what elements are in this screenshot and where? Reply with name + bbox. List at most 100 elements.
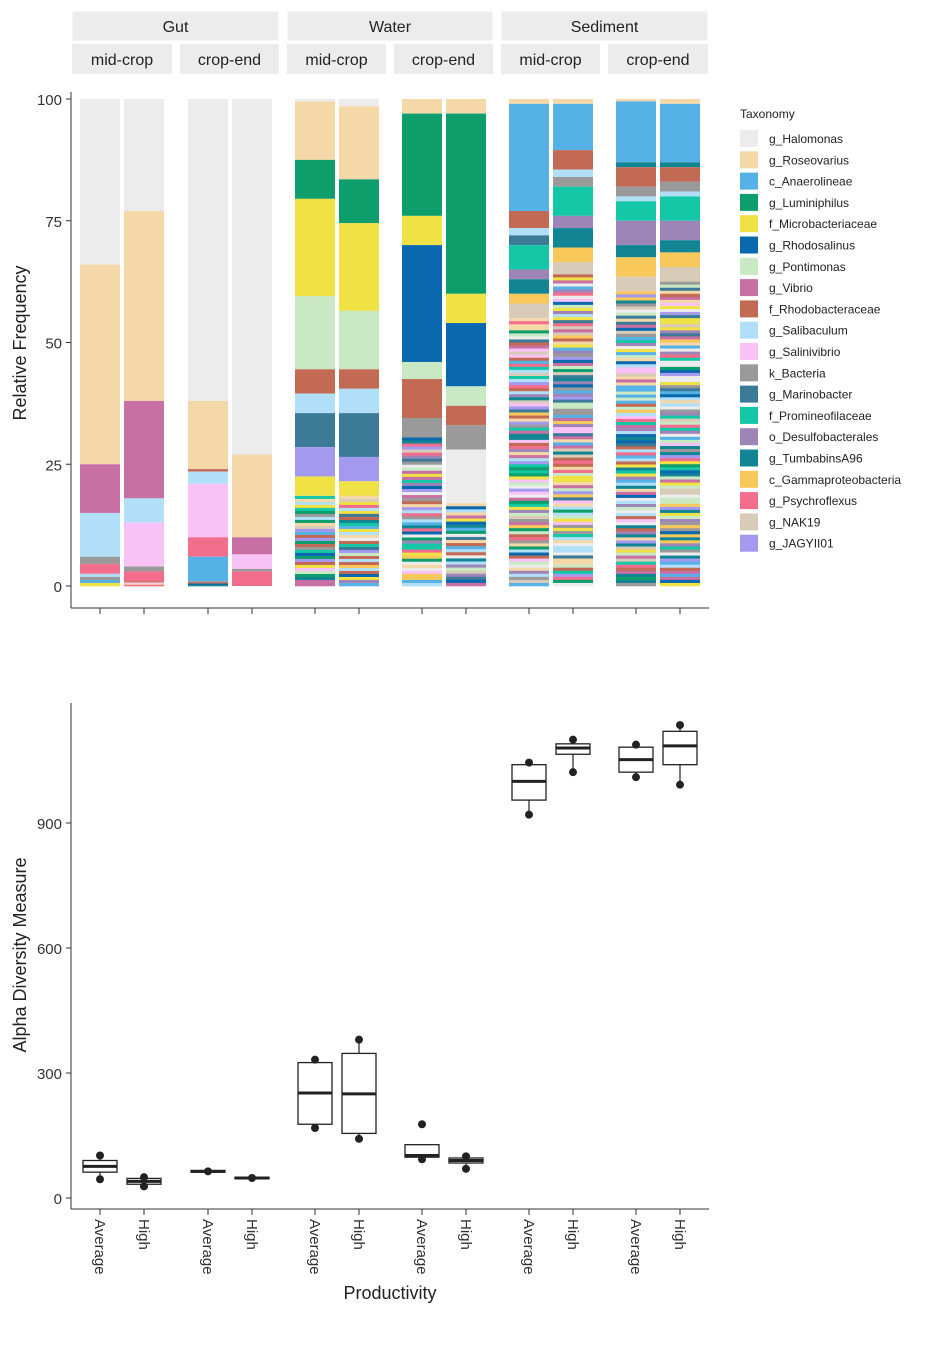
x-tick-label: Average [627,1219,644,1275]
legend-swatch [740,236,758,254]
bar-segment-other [660,573,700,578]
box-point [311,1055,319,1064]
bar-segment-other [616,415,656,420]
top-y-tick-label: 25 [45,457,62,474]
box-point [204,1167,212,1176]
bar-segment-g-salibaculum [124,498,164,523]
bar-segment-f-promineofilaceae [553,186,593,216]
facet-strip-period-label: crop-end [198,52,261,69]
bar-segment-other [295,567,335,572]
bar-segment-other [402,513,442,517]
bar-segment-other [616,500,656,505]
bar-segment-other [553,332,593,336]
bar-segment-other [553,433,593,437]
bar-segment-other [553,411,593,416]
stacked-bars [80,99,700,587]
bar-segment-other [509,503,549,508]
bar-segment-other [80,576,120,581]
bar-segment-other [616,446,656,450]
bar-segment-g-nak19 [616,276,656,292]
bar-segment-f-rhodobacteraceae [660,167,700,182]
bar-segment-g-luminiphilus [339,179,379,224]
bar-segment-other [553,463,593,468]
bar-segment-other [553,402,593,407]
bar-segment-other [553,506,593,510]
bar-segment-other [509,318,549,322]
bar-segment-other [509,537,549,541]
x-tick-labels: Average High Average High Average High Average… [91,1209,688,1275]
bar-segment-other [553,427,593,431]
bar-segment-other [616,394,656,398]
bar-segment-other [446,579,486,584]
bar-segment-g-roseovarius [616,99,656,102]
bar-segment-other [295,558,335,563]
legend-swatch [740,428,758,446]
bar-segment-other [553,317,593,321]
bar-segment-other [509,363,549,368]
bar-segment-other [553,387,593,391]
legend-entry: g_Pontimonas [769,260,846,274]
bar-segment-other [509,382,549,386]
bar-segment-other [660,546,700,550]
bar-segment-other [553,323,593,327]
bottom-y-tick-label: 600 [37,941,62,958]
bar-segment-other [660,436,700,441]
bar-segment-other [660,433,700,438]
bar-segment-other [660,494,700,499]
bar-segment-other [660,519,700,523]
bar-segment-other [509,449,549,453]
bar-segment-other [402,455,442,459]
legend-swatch [740,449,758,467]
bar-segment-c-gammaproteobacteria [509,293,549,304]
bar-segment-other [402,528,442,532]
bar-segment-g-salibaculum [553,169,593,177]
bar-segment-other [402,449,442,453]
bar-segment-other [553,277,593,281]
box-plots [82,721,698,1191]
bar-segment-g-salinivibrio [232,554,272,569]
bar-segment-g-pontimonas [402,361,442,380]
facet-strip-period [394,44,493,74]
bar-segment-other [509,470,549,474]
bar-segment-other [553,417,593,422]
bar-segment-other [660,321,700,325]
bar-segment-g-halomonas [124,99,164,212]
bar-segment-other [660,445,700,450]
bar-segment-other [402,519,442,523]
bar-segment-other [553,320,593,324]
bar-segment-other [446,533,486,538]
bar-segment-other [616,355,656,359]
legend: Taxonomy g_Halomonas g_Roseovarius c_Anaer… [740,107,901,552]
bar-segment-other [509,479,549,483]
bar-segment-other [616,297,656,301]
bar-segment-other [339,543,379,548]
bar-segment-other [553,405,593,410]
bar-segment-other [616,300,656,304]
bar-segment-other [616,573,656,578]
bar-segment-other [660,357,700,362]
legend-swatch [740,257,758,275]
bar-segment-other [188,582,228,584]
bar-segment-other [616,555,656,559]
x-axis-label: Productivity [343,1283,436,1303]
bar-segment-other [660,579,700,584]
bar-segment-g-salibaculum [80,512,120,557]
bar-segment-other [616,485,656,490]
facet-strip-group [500,10,709,42]
bar-segment-other [402,492,442,496]
bar-segment-other [509,327,549,331]
bar-segment-other [509,403,549,407]
bar-segment-other [509,372,549,377]
bar-segment-g-roseovarius [232,454,272,538]
bar-segment-other [616,461,656,465]
bar-segment-f-microbacteriaceae [339,481,379,496]
bar-segment-other [616,330,656,335]
bar-segment-other [509,473,549,477]
bar-segment-other [553,362,593,367]
legend-swatch [740,172,758,190]
bar-segment-other [616,482,656,487]
bar-segment-other [509,409,549,413]
bar-segment-other [660,430,700,435]
bar-segment-other [616,358,656,362]
bar-segment-g-roseovarius [188,400,228,470]
